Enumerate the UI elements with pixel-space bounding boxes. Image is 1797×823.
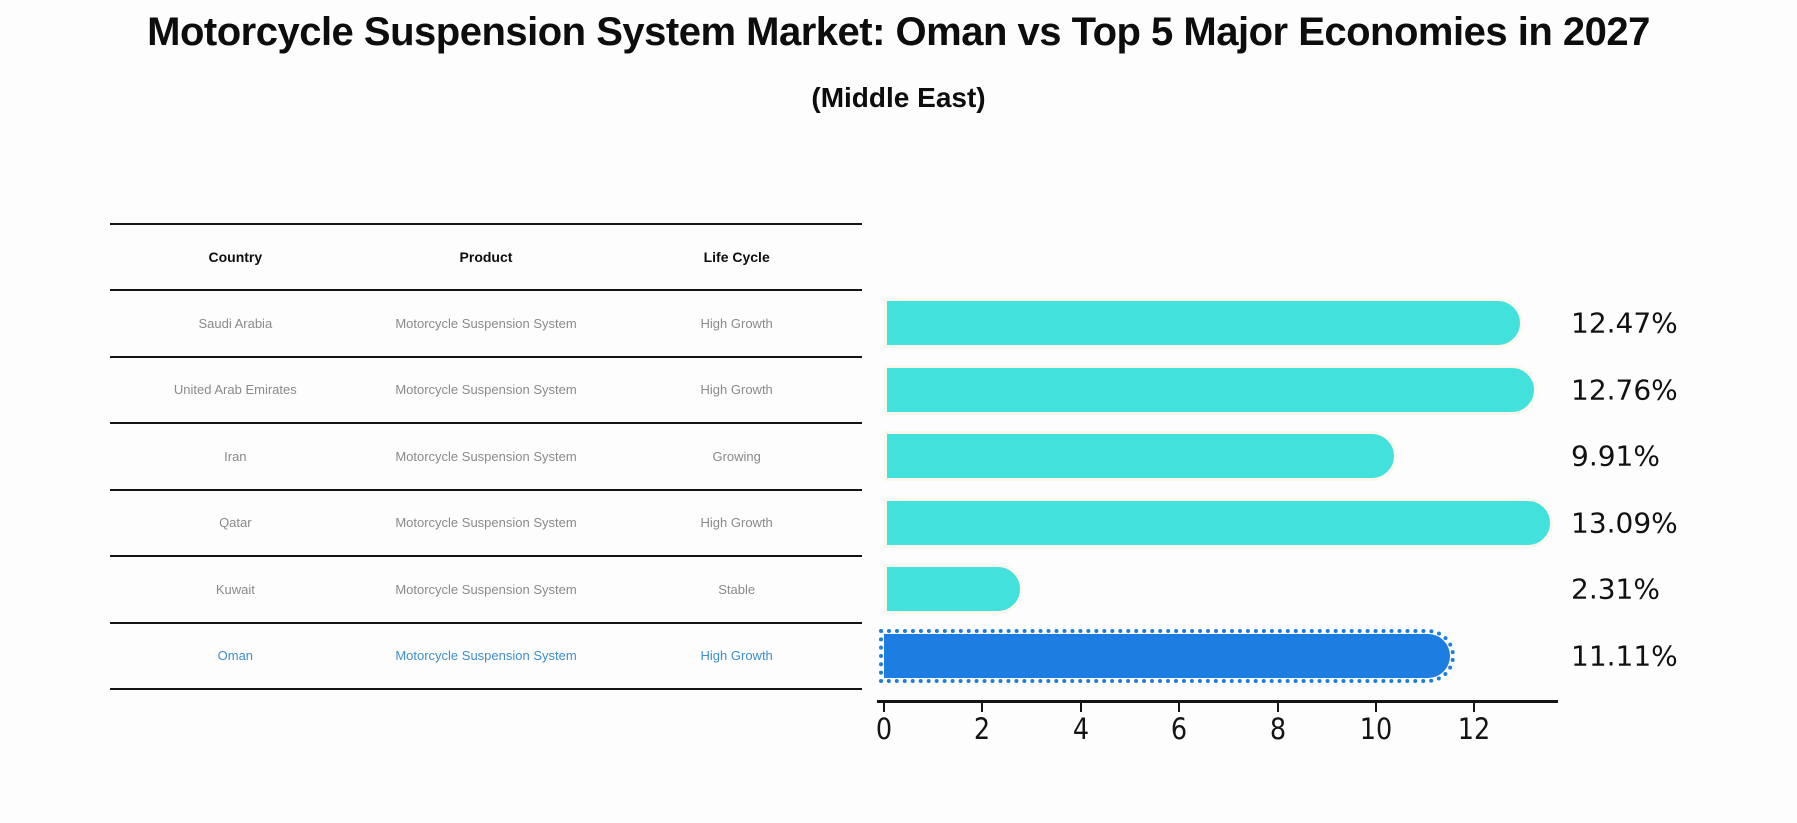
cell-country: Kuwait xyxy=(215,581,255,597)
x-axis-tick xyxy=(1079,703,1082,712)
bar-value-label: 12.76% xyxy=(1571,373,1678,406)
table-row-united-arab-emirates: United Arab Emirates Motorcycle Suspensi… xyxy=(110,355,862,423)
bar-united-arab-emirates xyxy=(884,364,1537,415)
cell-product: Motorcycle Suspension System xyxy=(395,581,577,597)
cell-life-cycle: High Growth xyxy=(700,382,773,398)
x-axis-tick-label: 10 xyxy=(1359,712,1393,746)
cell-product: Motorcycle Suspension System xyxy=(395,315,577,331)
column-header-life-cycle: Life Cycle xyxy=(703,249,770,265)
cell-country: Qatar xyxy=(219,515,252,531)
table-row-qatar: Qatar Motorcycle Suspension System High … xyxy=(110,488,862,556)
x-axis-tick-label: 8 xyxy=(1269,712,1286,746)
country-info-table: Country Product Life Cycle Saudi Arabia … xyxy=(110,223,862,690)
cell-product: Motorcycle Suspension System xyxy=(395,648,577,664)
bar-saudi-arabia xyxy=(884,298,1523,348)
x-axis-tick xyxy=(1473,703,1476,712)
x-axis-tick-label: 4 xyxy=(1072,712,1089,746)
cell-life-cycle: Growing xyxy=(712,448,761,464)
bar-qatar xyxy=(884,497,1554,548)
x-axis-tick-label: 0 xyxy=(875,712,893,746)
cell-life-cycle: High Growth xyxy=(700,515,773,531)
table-row-iran: Iran Motorcycle Suspension System Growin… xyxy=(110,422,862,489)
column-header-country: Country xyxy=(208,249,263,265)
bar-value-label: 2.31% xyxy=(1571,572,1660,606)
x-axis-tick xyxy=(883,703,885,712)
x-axis-tick-label: 6 xyxy=(1171,712,1188,746)
cell-product: Motorcycle Suspension System xyxy=(395,515,577,531)
table-row-oman: Oman Motorcycle Suspension System High G… xyxy=(110,621,862,689)
column-header-product: Product xyxy=(459,249,513,265)
x-axis-tick-label: 2 xyxy=(974,712,991,746)
x-axis-tick xyxy=(1276,703,1279,712)
table-row-kuwait: Kuwait Motorcycle Suspension System Stab… xyxy=(110,555,862,622)
bar-value-label: 9.91% xyxy=(1571,439,1660,473)
chart-title: Motorcycle Suspension System Market: Oma… xyxy=(147,10,1650,54)
x-axis-tick-label: 12 xyxy=(1458,712,1491,746)
cell-country: Iran xyxy=(224,448,247,464)
x-axis-line xyxy=(877,700,1558,703)
bar-kuwait xyxy=(884,564,1023,614)
cell-life-cycle: High Growth xyxy=(700,315,773,331)
x-axis-tick xyxy=(981,703,984,712)
cell-country: Saudi Arabia xyxy=(198,315,273,331)
chart-subtitle: (Middle East) xyxy=(811,82,986,113)
table-header-row: Country Product Life Cycle xyxy=(110,223,862,289)
cell-product: Motorcycle Suspension System xyxy=(395,448,577,464)
cell-life-cycle: Stable xyxy=(718,581,756,597)
cell-country: United Arab Emirates xyxy=(173,382,297,398)
bar-oman-highlighted xyxy=(879,628,1455,683)
bar-value-label: 11.11% xyxy=(1571,639,1678,672)
cell-life-cycle: High Growth xyxy=(700,648,773,664)
cell-country: Oman xyxy=(217,648,254,664)
bar-iran xyxy=(884,431,1397,481)
x-axis-tick xyxy=(1178,703,1181,712)
bar-value-label: 12.47% xyxy=(1571,306,1678,340)
table-row-saudi-arabia: Saudi Arabia Motorcycle Suspension Syste… xyxy=(110,289,862,356)
x-axis-tick xyxy=(1375,703,1377,712)
cell-product: Motorcycle Suspension System xyxy=(395,382,577,398)
bar-value-label: 13.09% xyxy=(1571,506,1678,539)
